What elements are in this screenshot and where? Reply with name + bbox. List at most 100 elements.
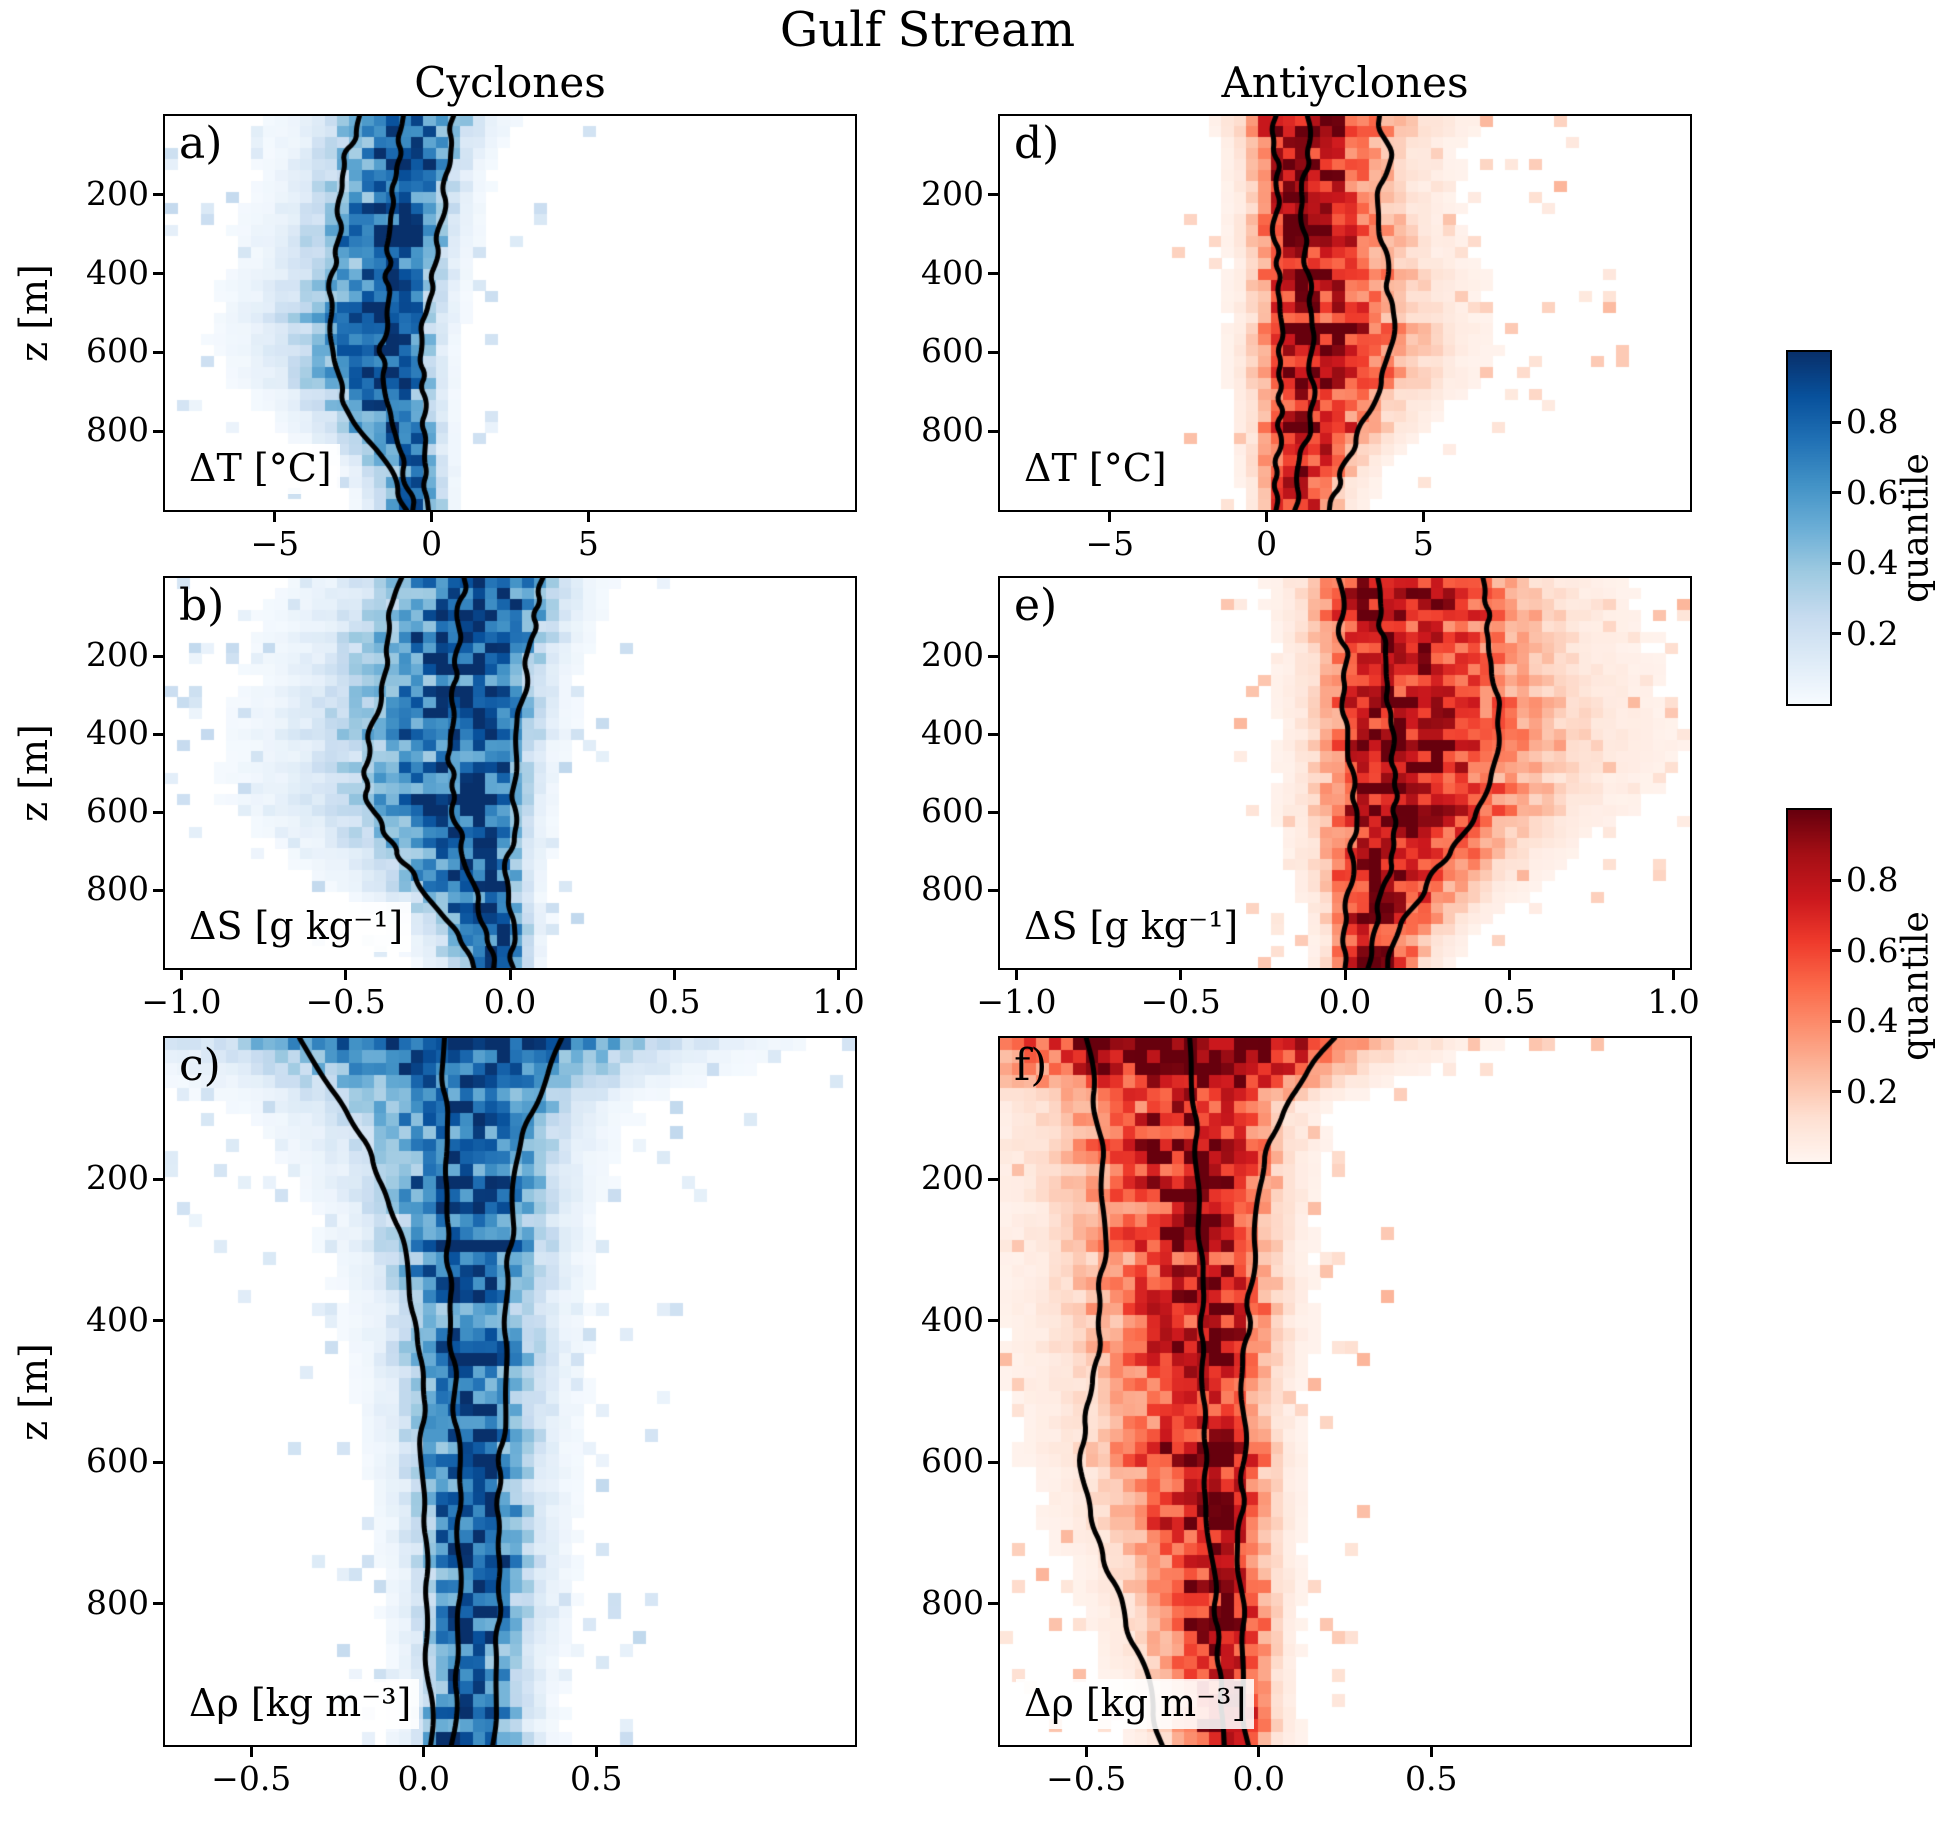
variable-label-a: ΔT [°C] <box>181 444 340 494</box>
y-tick <box>988 732 998 736</box>
heatmap-canvas-f <box>1000 1038 1690 1745</box>
colorbar-tick <box>1832 561 1841 565</box>
panel-c: c) Δρ [kg m⁻³] 200 400 600 800 −0.5 0.0 0.5 <box>86 1036 857 1798</box>
x-tick-label: −0.5 <box>305 982 386 1021</box>
x-tick-label: 0.0 <box>1318 982 1372 1021</box>
y-tick-label: 200 <box>86 1158 149 1198</box>
y-tick-label: 600 <box>921 791 984 830</box>
y-tick-label: 400 <box>86 1299 149 1339</box>
colorbar-tick-label: 0.2 <box>1846 613 1899 653</box>
column-header-anticyclones: Antiyclones <box>1221 58 1469 107</box>
x-tick <box>273 512 277 522</box>
x-tick <box>672 970 676 980</box>
y-tick-label: 800 <box>921 410 984 450</box>
x-tick-label: 0.0 <box>397 1759 450 1798</box>
x-tick <box>1507 970 1511 980</box>
y-tick-label: 400 <box>921 252 984 292</box>
colorbar-tick <box>1832 878 1841 882</box>
x-tick-label: −5 <box>1085 524 1135 563</box>
colorbar-tick-label: 0.4 <box>1846 1001 1899 1041</box>
colorbar-red-label: quantile <box>1895 911 1935 1061</box>
x-tick <box>837 970 841 980</box>
y-axis-label-row3: z [m] <box>12 1343 56 1441</box>
y-tick-label: 200 <box>86 635 149 674</box>
y-tick <box>153 272 163 276</box>
panel-b: b) ΔS [g kg⁻¹] 200 400 600 800 −1.0 −0.5 0.0 0.5 1… <box>86 576 865 1021</box>
variable-label-b: ΔS [g kg⁻¹] <box>181 902 412 952</box>
y-tick-label: 400 <box>86 252 149 292</box>
y-tick <box>153 1319 163 1323</box>
colorbar-canvas-reds <box>1788 810 1830 1162</box>
heatmap-canvas-c <box>165 1038 855 1745</box>
colorbar-tick <box>1832 1090 1841 1094</box>
y-tick <box>153 1460 163 1464</box>
figure-title: Gulf Stream <box>779 2 1076 58</box>
colorbar-tick <box>1832 1019 1841 1023</box>
y-tick <box>153 1177 163 1181</box>
x-tick <box>594 1747 598 1757</box>
x-tick <box>1084 1747 1088 1757</box>
y-tick <box>153 888 163 892</box>
y-tick-label: 600 <box>86 331 149 371</box>
variable-label-c: Δρ [kg m⁻³] <box>181 1679 420 1729</box>
y-tick <box>988 350 998 354</box>
y-tick <box>988 888 998 892</box>
panel-a: a) ΔT [°C] 200 400 600 800 −5 0 5 <box>86 114 857 563</box>
x-tick <box>1108 512 1112 522</box>
colorbar-tick-label: 0.6 <box>1846 472 1899 512</box>
panel-letter-d: d) <box>1014 118 1060 169</box>
x-tick-label: 5 <box>577 524 599 563</box>
colorbar-tick <box>1832 632 1841 636</box>
y-tick-label: 800 <box>921 1582 984 1622</box>
x-tick-label: 1.0 <box>1647 982 1700 1021</box>
y-tick <box>988 1460 998 1464</box>
x-tick <box>508 970 512 980</box>
x-tick-label: 0.0 <box>483 982 537 1021</box>
x-tick <box>1265 512 1269 522</box>
x-tick-label: −1.0 <box>141 982 222 1021</box>
x-tick-label: −0.5 <box>211 1759 292 1798</box>
x-tick-label: 0.5 <box>1483 982 1536 1021</box>
x-tick-label: 0 <box>1256 524 1278 563</box>
y-tick <box>153 350 163 354</box>
colorbar-tick-label: 0.8 <box>1846 860 1899 900</box>
x-tick <box>344 970 348 980</box>
colorbar-blues <box>1786 350 1832 706</box>
y-tick-label: 200 <box>921 635 984 674</box>
panel-e: e) ΔS [g kg⁻¹] 200 400 600 800 −1.0 −0.5 0.0 0.5 1… <box>921 576 1700 1021</box>
y-tick <box>153 810 163 814</box>
colorbar-tick-label: 0.8 <box>1846 402 1899 442</box>
x-tick-label: 0.5 <box>570 1759 623 1798</box>
y-tick <box>153 429 163 433</box>
y-tick-label: 800 <box>921 869 984 908</box>
y-tick-label: 200 <box>86 173 149 213</box>
x-tick-label: 5 <box>1412 524 1434 563</box>
x-tick-label: −0.5 <box>1046 1759 1127 1798</box>
colorbar-tick <box>1832 420 1841 424</box>
colorbar-tick <box>1832 491 1841 495</box>
column-header-cyclones: Cyclones <box>414 58 606 107</box>
x-tick <box>586 512 590 522</box>
y-tick <box>153 193 163 197</box>
x-tick <box>430 512 434 522</box>
x-tick-label: 1.0 <box>812 982 865 1021</box>
y-tick-label: 800 <box>86 410 149 450</box>
x-tick <box>1672 970 1676 980</box>
y-tick <box>153 732 163 736</box>
y-tick <box>988 1177 998 1181</box>
x-tick <box>1179 970 1183 980</box>
variable-label-e: ΔS [g kg⁻¹] <box>1016 902 1247 952</box>
y-tick-label: 200 <box>921 1158 984 1198</box>
y-tick-label: 800 <box>86 869 149 908</box>
y-tick-label: 600 <box>921 1441 984 1481</box>
colorbar-tick-label: 0.6 <box>1846 930 1899 970</box>
panel-d: d) ΔT [°C] 200 400 600 800 −5 0 5 <box>921 114 1692 563</box>
x-tick <box>1429 1747 1433 1757</box>
x-tick-label: 0.5 <box>1405 1759 1458 1798</box>
y-tick <box>988 272 998 276</box>
y-tick <box>153 654 163 658</box>
x-tick-label: −0.5 <box>1140 982 1221 1021</box>
x-tick <box>179 970 183 980</box>
variable-label-d: ΔT [°C] <box>1016 444 1175 494</box>
